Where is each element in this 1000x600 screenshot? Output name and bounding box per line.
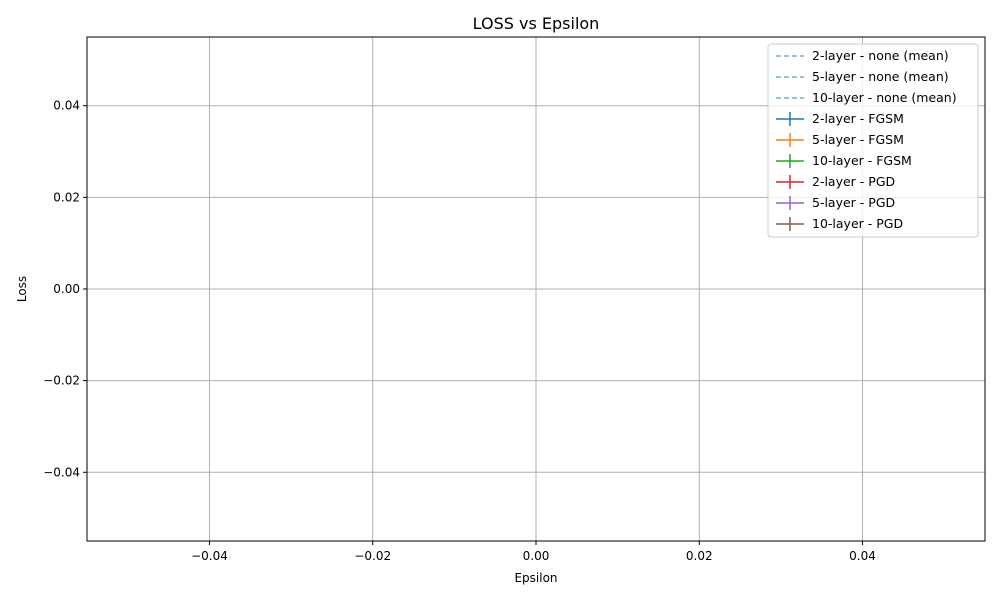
legend-entry: 2-layer - none (mean) — [776, 48, 949, 63]
legend-label: 10-layer - PGD — [812, 216, 903, 231]
legend-label: 2-layer - none (mean) — [812, 48, 949, 63]
legend-entry: 10-layer - none (mean) — [776, 90, 957, 105]
y-tick-label: −0.04 — [43, 465, 80, 479]
y-axis-ticks: −0.04 −0.02 0.00 0.02 0.04 — [43, 99, 87, 479]
y-tick-label: 0.02 — [53, 190, 80, 204]
chart-title: LOSS vs Epsilon — [473, 14, 600, 33]
legend-entry: 10-layer - PGD — [776, 216, 903, 231]
legend-entry: 2-layer - PGD — [776, 174, 895, 189]
legend-label: 2-layer - PGD — [812, 174, 895, 189]
x-tick-label: −0.02 — [354, 549, 391, 563]
legend-box — [767, 43, 979, 238]
legend-label: 5-layer - PGD — [812, 195, 895, 210]
x-tick-label: 0.02 — [686, 549, 713, 563]
legend: 2-layer - none (mean) 5-layer - none (mea… — [767, 43, 979, 238]
legend-entry: 2-layer - FGSM — [776, 111, 904, 126]
x-tick-label: 0.00 — [523, 549, 550, 563]
legend-entry: 5-layer - PGD — [776, 195, 895, 210]
x-tick-label: 0.04 — [849, 549, 876, 563]
legend-entry: 5-layer - none (mean) — [776, 69, 949, 84]
legend-label: 5-layer - FGSM — [812, 132, 904, 147]
x-axis-label: Epsilon — [514, 571, 557, 585]
legend-label: 10-layer - FGSM — [812, 153, 912, 168]
legend-label: 10-layer - none (mean) — [812, 90, 957, 105]
legend-label: 5-layer - none (mean) — [812, 69, 949, 84]
y-tick-label: 0.04 — [53, 99, 80, 113]
x-tick-label: −0.04 — [191, 549, 228, 563]
legend-entry: 10-layer - FGSM — [776, 153, 912, 168]
y-tick-label: −0.02 — [43, 374, 80, 388]
x-axis-ticks: −0.04 −0.02 0.00 0.02 0.04 — [191, 541, 876, 563]
legend-entry: 5-layer - FGSM — [776, 132, 904, 147]
legend-label: 2-layer - FGSM — [812, 111, 904, 126]
y-axis-label: Loss — [15, 276, 29, 302]
y-tick-label: 0.00 — [53, 282, 80, 296]
